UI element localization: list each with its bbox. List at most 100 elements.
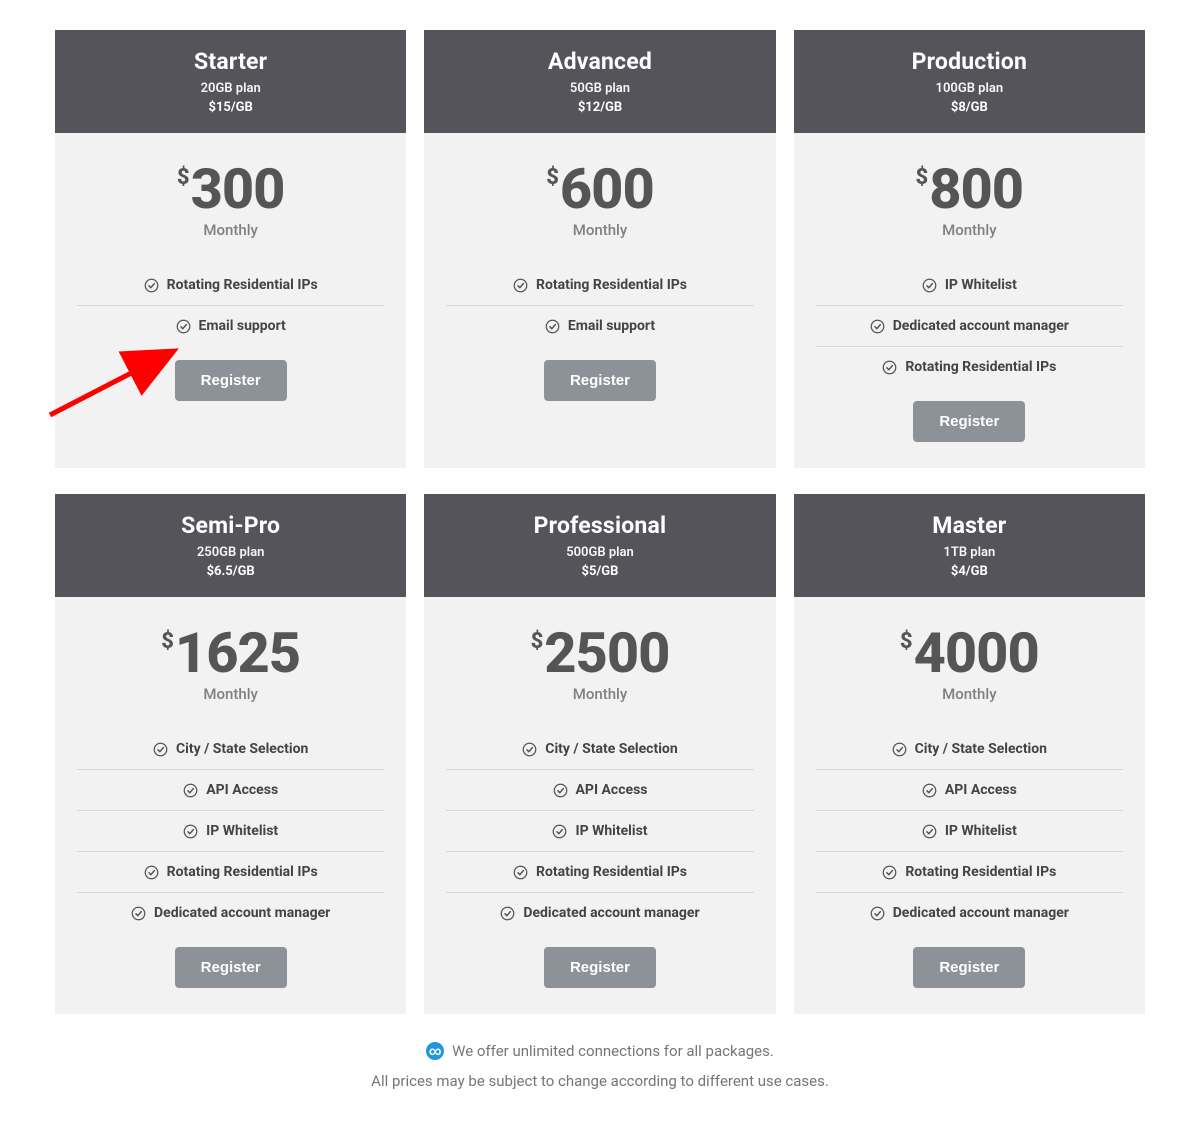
card-header: Master1TB plan$4/GB — [794, 494, 1145, 597]
register-button[interactable]: Register — [175, 947, 287, 988]
price-amount: 4000 — [914, 625, 1039, 681]
plan-sub: 500GB plan — [434, 545, 765, 560]
feature-label: Rotating Residential IPs — [536, 864, 687, 880]
plan-sub: 50GB plan — [434, 81, 765, 96]
feature-label: API Access — [206, 782, 278, 798]
feature-item: Rotating Residential IPs — [446, 851, 753, 892]
check-icon — [922, 278, 937, 293]
check-icon — [922, 824, 937, 839]
currency-symbol: $ — [900, 631, 913, 653]
feature-label: Email support — [199, 318, 286, 334]
register-button[interactable]: Register — [913, 401, 1025, 442]
register-button[interactable]: Register — [913, 947, 1025, 988]
plan-sub: 20GB plan — [65, 81, 396, 96]
feature-item: Rotating Residential IPs — [77, 265, 384, 305]
feature-item: API Access — [446, 769, 753, 810]
plan-name: Professional — [434, 512, 765, 539]
card-body: $2500MonthlyCity / State SelectionAPI Ac… — [424, 597, 775, 1014]
plan-name: Production — [804, 48, 1135, 75]
feature-list: City / State SelectionAPI AccessIP White… — [77, 729, 384, 933]
feature-item: API Access — [77, 769, 384, 810]
pricing-grid: Starter 20GB plan $15/GB $300 Monthly Rotatin… — [55, 30, 1145, 1014]
card-header: Starter 20GB plan $15/GB — [55, 30, 406, 133]
feature-label: Dedicated account manager — [893, 318, 1069, 334]
plan-rate: $8/GB — [804, 100, 1135, 115]
check-icon — [144, 865, 159, 880]
card-body: $4000MonthlyCity / State SelectionAPI Ac… — [794, 597, 1145, 1014]
price-amount: 600 — [560, 161, 654, 217]
feature-item: Rotating Residential IPs — [816, 851, 1123, 892]
billing-period: Monthly — [77, 685, 384, 703]
card-header: Production 100GB plan $8/GB — [794, 30, 1145, 133]
plan-sub: 100GB plan — [804, 81, 1135, 96]
plan-sub: 250GB plan — [65, 545, 396, 560]
currency-symbol: $ — [531, 631, 544, 653]
feature-item: Dedicated account manager — [816, 892, 1123, 933]
feature-label: City / State Selection — [545, 741, 677, 757]
card-body: $800MonthlyIP WhitelistDedicated account… — [794, 133, 1145, 468]
feature-label: Dedicated account manager — [154, 905, 330, 921]
pricing-footer: ∞ We offer unlimited connections for all… — [55, 1036, 1145, 1096]
plan-rate: $4/GB — [804, 564, 1135, 579]
plan-rate: $15/GB — [65, 100, 396, 115]
footer-text-1: We offer unlimited connections for all p… — [452, 1036, 774, 1066]
pricing-card: Semi-Pro250GB plan$6.5/GB $1625 Monthly Cit… — [55, 494, 406, 1014]
check-icon — [892, 742, 907, 757]
pricing-card: Production 100GB plan $8/GB $800MonthlyIP W… — [794, 30, 1145, 468]
feature-label: Rotating Residential IPs — [905, 864, 1056, 880]
check-icon — [545, 319, 560, 334]
feature-label: API Access — [945, 782, 1017, 798]
feature-label: Dedicated account manager — [893, 905, 1069, 921]
pricing-card: Starter 20GB plan $15/GB $300 Monthly Rotatin… — [55, 30, 406, 468]
price-amount: 300 — [191, 161, 285, 217]
feature-label: API Access — [576, 782, 648, 798]
check-icon — [513, 278, 528, 293]
feature-item: Rotating Residential IPs — [446, 265, 753, 305]
price: $300 — [77, 161, 384, 217]
card-header: Advanced50GB plan$12/GB — [424, 30, 775, 133]
feature-item: Dedicated account manager — [446, 892, 753, 933]
feature-label: Dedicated account manager — [523, 905, 699, 921]
register-button[interactable]: Register — [544, 360, 656, 401]
check-icon — [513, 865, 528, 880]
plan-name: Starter — [65, 48, 396, 75]
footer-text-2: All prices may be subject to change acco… — [55, 1066, 1145, 1096]
currency-symbol: $ — [161, 631, 174, 653]
feature-item: Rotating Residential IPs — [816, 346, 1123, 387]
feature-list: IP Whitelist Dedicated account manager Rot… — [816, 265, 1123, 387]
plan-sub: 1TB plan — [804, 545, 1135, 560]
feature-label: Rotating Residential IPs — [536, 277, 687, 293]
feature-label: City / State Selection — [915, 741, 1047, 757]
feature-item: City / State Selection — [446, 729, 753, 769]
feature-label: Email support — [568, 318, 655, 334]
price: $4000 — [816, 625, 1123, 681]
feature-item: Dedicated account manager — [816, 305, 1123, 346]
check-icon — [144, 278, 159, 293]
feature-label: Rotating Residential IPs — [905, 359, 1056, 375]
feature-label: IP Whitelist — [945, 823, 1017, 839]
register-button[interactable]: Register — [544, 947, 656, 988]
feature-label: IP Whitelist — [206, 823, 278, 839]
card-header: Semi-Pro250GB plan$6.5/GB — [55, 494, 406, 597]
feature-label: Rotating Residential IPs — [167, 277, 318, 293]
price: $1625 — [77, 625, 384, 681]
pricing-card: Professional500GB plan$5/GB$2500MonthlyC… — [424, 494, 775, 1014]
card-body: $600MonthlyRotating Residential IPsEmail… — [424, 133, 775, 427]
feature-list: City / State Selection API Access IP White… — [816, 729, 1123, 933]
price: $600 — [446, 161, 753, 217]
currency-symbol: $ — [546, 167, 559, 189]
infinity-icon: ∞ — [426, 1042, 444, 1060]
check-icon — [553, 783, 568, 798]
feature-item: IP Whitelist — [446, 810, 753, 851]
register-button[interactable]: Register — [175, 360, 287, 401]
feature-label: IP Whitelist — [945, 277, 1017, 293]
check-icon — [882, 865, 897, 880]
feature-item: IP Whitelist — [816, 810, 1123, 851]
check-icon — [183, 824, 198, 839]
billing-period: Monthly — [77, 221, 384, 239]
currency-symbol: $ — [177, 167, 190, 189]
check-icon — [176, 319, 191, 334]
check-icon — [131, 906, 146, 921]
price-amount: 800 — [929, 161, 1023, 217]
feature-list: City / State Selection API Access IP White… — [446, 729, 753, 933]
